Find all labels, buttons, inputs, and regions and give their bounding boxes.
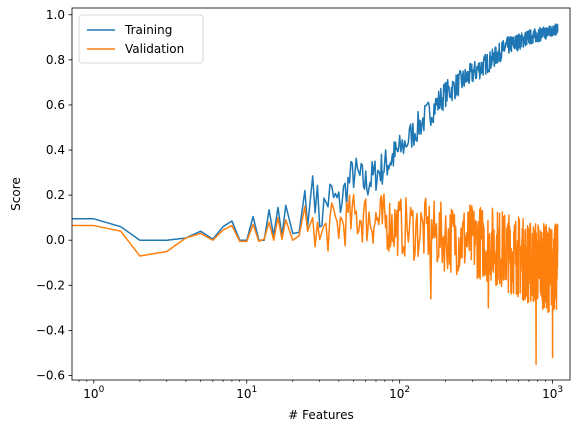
y-tick-label: −0.6 xyxy=(36,368,65,382)
legend-entry: Validation xyxy=(125,42,184,56)
y-tick-label: 0.0 xyxy=(46,233,65,247)
series-layer xyxy=(72,24,558,364)
legend-entry: Training xyxy=(124,23,172,37)
legend: Training Validation xyxy=(79,15,203,63)
x-tick-label: 100 xyxy=(83,385,104,401)
x-tick-label: 103 xyxy=(542,385,563,401)
series-line-validation xyxy=(72,194,558,364)
y-tick-label: −0.2 xyxy=(36,278,65,292)
y-axis-label: Score xyxy=(9,177,23,211)
x-axis-label: # Features xyxy=(288,408,353,422)
y-tick-label: −0.4 xyxy=(36,323,65,337)
x-tick-label: 102 xyxy=(389,385,410,401)
y-tick-label: 0.4 xyxy=(46,143,65,157)
y-tick-label: 1.0 xyxy=(46,8,65,22)
y-tick-label: 0.6 xyxy=(46,98,65,112)
y-tick-label: 0.8 xyxy=(46,53,65,67)
x-tick-label: 101 xyxy=(236,385,257,401)
y-tick-label: 0.2 xyxy=(46,188,65,202)
